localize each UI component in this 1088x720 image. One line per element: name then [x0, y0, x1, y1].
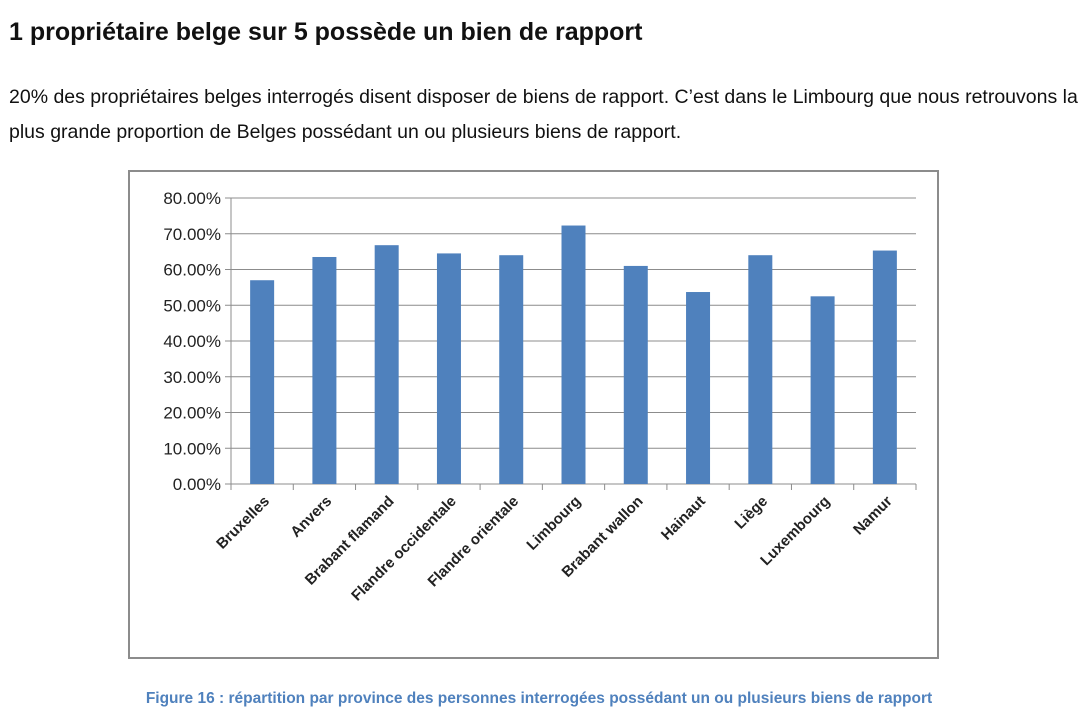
bar-luxembourg: [810, 296, 835, 484]
y-tick-label: 40.00%: [163, 332, 221, 351]
bar-limbourg: [561, 225, 586, 484]
bar-namur: [872, 250, 897, 484]
x-tick-label: Namur: [850, 493, 896, 539]
bar-hainaut: [686, 292, 711, 484]
y-tick-label: 30.00%: [163, 368, 221, 387]
x-tick-label: Limbourg: [523, 493, 584, 554]
y-tick-label: 60.00%: [163, 261, 221, 280]
page-heading: 1 propriétaire belge sur 5 possède un bi…: [9, 18, 643, 46]
y-tick-label: 70.00%: [163, 225, 221, 244]
y-tick-label: 50.00%: [163, 296, 221, 315]
y-tick-label: 20.00%: [163, 404, 221, 423]
bar-brabant-flamand: [374, 245, 399, 484]
y-tick-label: 10.00%: [163, 439, 221, 458]
bar-flandre-occidentale: [436, 253, 461, 484]
chart-frame: 0.00% 10.00% 20.00% 30.00% 40.00% 50.00% 60.00…: [128, 170, 939, 659]
x-tick-label: Flandre occidentale: [348, 493, 460, 605]
y-tick-label: 80.00%: [163, 189, 221, 208]
bar-liege: [748, 255, 773, 484]
intro-paragraph: 20% des propriétaires belges interrogés …: [9, 86, 1078, 143]
figure-caption: Figure 16 : répartition par province des…: [145, 690, 933, 707]
bar-anvers: [312, 256, 337, 484]
x-tick-label: Anvers: [287, 493, 335, 541]
bar-bruxelles: [250, 280, 275, 484]
bar-brabant-wallon: [623, 265, 648, 484]
x-tick-label: Hainaut: [658, 493, 709, 544]
bar-chart: 0.00% 10.00% 20.00% 30.00% 40.00% 50.00% 60.00…: [163, 189, 917, 605]
bar-flandre-orientale: [499, 255, 524, 484]
x-tick-label: Bruxelles: [213, 493, 273, 553]
y-tick-label: 0.00%: [173, 475, 221, 494]
x-tick-label: Liège: [731, 493, 771, 533]
